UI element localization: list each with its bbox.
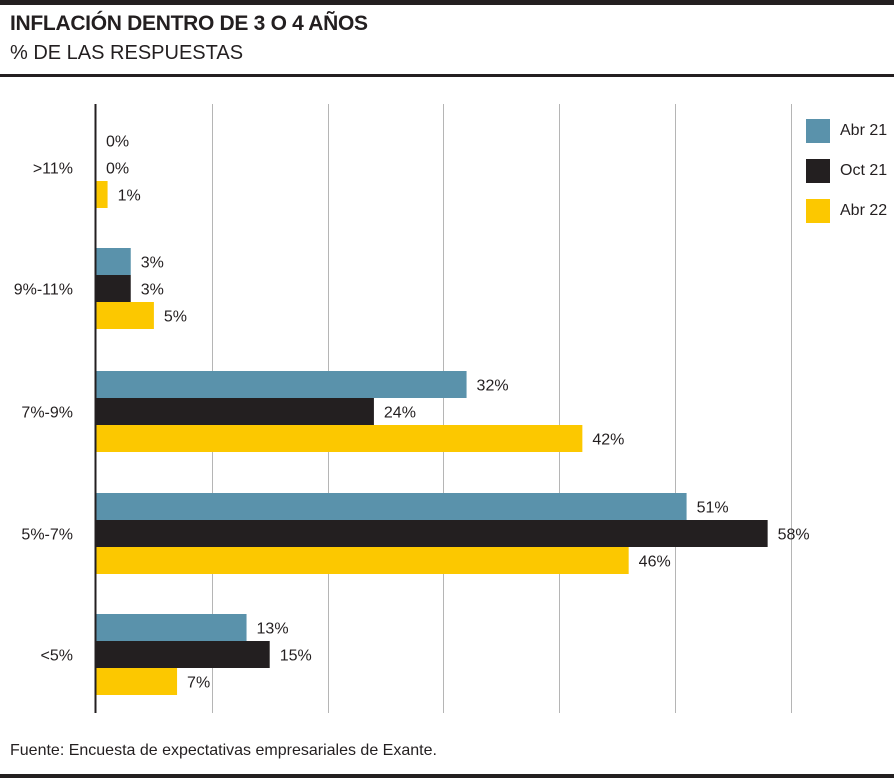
bar-abr-21-5-7 bbox=[96, 493, 687, 520]
bar-oct-21-5 bbox=[96, 641, 270, 668]
data-label: 5% bbox=[164, 309, 187, 326]
data-label: 3% bbox=[141, 255, 164, 272]
legend-swatch-abr-21 bbox=[806, 119, 830, 143]
data-label: 7% bbox=[187, 675, 210, 692]
category-label: <5% bbox=[41, 648, 73, 665]
data-label: 3% bbox=[141, 282, 164, 299]
bar-abr-22-5-7 bbox=[96, 547, 629, 574]
legend-swatch-abr-22 bbox=[806, 199, 830, 223]
source-note: Fuente: Encuesta de expectativas empresa… bbox=[10, 742, 437, 759]
bar-abr-22-5 bbox=[96, 668, 178, 695]
data-label: 1% bbox=[118, 188, 141, 205]
legend-item-oct-21: Oct 21 bbox=[806, 158, 887, 184]
data-label: 13% bbox=[257, 621, 289, 638]
data-label: 0% bbox=[106, 161, 129, 178]
category-label: 7%-9% bbox=[21, 405, 73, 422]
legend-label-abr-22: Abr 22 bbox=[840, 202, 888, 219]
chart-title: INFLACIÓN DENTRO DE 3 O 4 AÑOS bbox=[10, 12, 368, 35]
legend-swatch-oct-21 bbox=[806, 159, 830, 183]
bar-abr-21-9-11 bbox=[96, 248, 131, 275]
bar-oct-21-9-11 bbox=[96, 275, 131, 302]
bar-oct-21-5-7 bbox=[96, 520, 768, 547]
bar-abr-21-5 bbox=[96, 614, 247, 641]
legend-item-abr-21: Abr 21 bbox=[806, 118, 887, 144]
data-label: 51% bbox=[697, 500, 729, 517]
top-rule bbox=[0, 0, 894, 5]
legend-item-abr-22: Abr 22 bbox=[806, 198, 887, 224]
bar-oct-21-7-9 bbox=[96, 398, 374, 425]
data-label: 0% bbox=[106, 134, 129, 151]
bar-abr-22-9-11 bbox=[96, 302, 154, 329]
data-label: 58% bbox=[778, 527, 810, 544]
legend: Abr 21 Oct 21 Abr 22 bbox=[806, 118, 887, 238]
bottom-rule bbox=[0, 774, 894, 778]
header-rule bbox=[0, 74, 894, 77]
data-label: 32% bbox=[477, 378, 509, 395]
bar-abr-22-7-9 bbox=[96, 425, 583, 452]
data-label: 15% bbox=[280, 648, 312, 665]
bar-abr-22-11 bbox=[96, 181, 108, 208]
chart-subtitle: % DE LAS RESPUESTAS bbox=[10, 42, 244, 64]
category-label: >11% bbox=[33, 161, 73, 178]
category-label: 5%-7% bbox=[21, 527, 73, 544]
data-label: 42% bbox=[592, 432, 624, 449]
category-label: 9%-11% bbox=[14, 282, 73, 299]
bar-abr-21-7-9 bbox=[96, 371, 467, 398]
data-label: 24% bbox=[384, 405, 416, 422]
legend-label-abr-21: Abr 21 bbox=[840, 122, 888, 139]
legend-label-oct-21: Oct 21 bbox=[840, 162, 888, 179]
data-label: 46% bbox=[639, 554, 671, 571]
